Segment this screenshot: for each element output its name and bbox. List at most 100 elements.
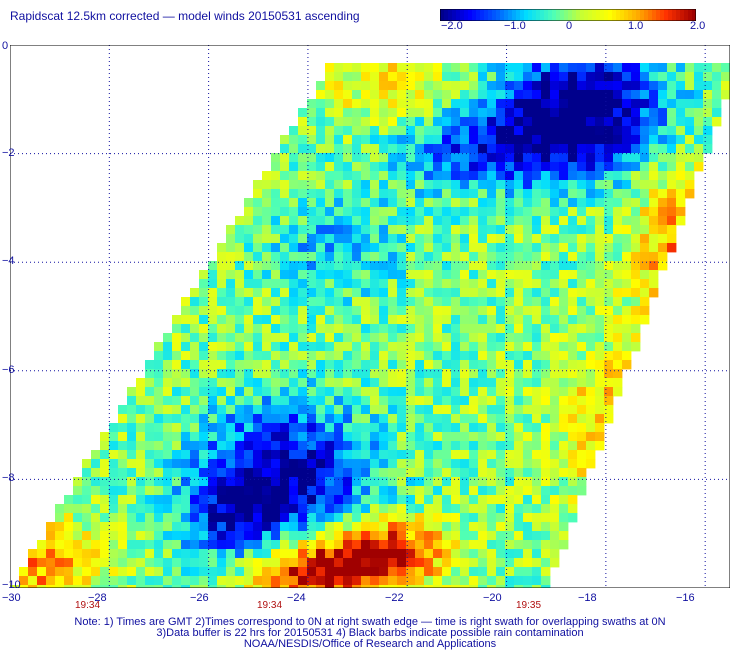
swath-cell <box>253 342 263 352</box>
swath-cell <box>577 288 587 298</box>
swath-cell <box>667 189 677 199</box>
swath-cell <box>325 405 335 415</box>
swath-cell <box>298 504 308 514</box>
swath-cell <box>190 369 200 379</box>
swath-cell <box>667 99 677 109</box>
swath-cell <box>343 342 353 352</box>
swath-cell <box>460 432 470 442</box>
swath-cell <box>595 360 605 370</box>
swath-cell <box>298 135 308 145</box>
swath-cell <box>343 81 353 91</box>
swath-cell <box>496 252 506 262</box>
swath-cell <box>298 288 308 298</box>
swath-cell <box>577 297 587 307</box>
swath-cell <box>595 324 605 334</box>
swath-cell <box>613 180 623 190</box>
swath-cell <box>469 378 479 388</box>
swath-cell <box>532 315 542 325</box>
swath-cell <box>415 414 425 424</box>
swath-cell <box>397 477 407 487</box>
swath-cell <box>640 135 650 145</box>
swath-cell <box>289 234 299 244</box>
swath-cell <box>550 414 560 424</box>
swath-cell <box>361 252 371 262</box>
swath-cell <box>334 558 344 568</box>
swath-cell <box>244 207 254 217</box>
swath-cell <box>469 504 479 514</box>
swath-cell <box>154 567 164 577</box>
swath-cell <box>325 198 335 208</box>
swath-cell <box>289 504 299 514</box>
swath-cell <box>496 288 506 298</box>
swath-cell <box>271 171 281 181</box>
swath-cell <box>550 243 560 253</box>
swath-cell <box>361 504 371 514</box>
swath-cell <box>316 252 326 262</box>
swath-cell <box>487 369 497 379</box>
swath-cell <box>433 126 443 136</box>
swath-cell <box>298 261 308 271</box>
swath-cell <box>307 315 317 325</box>
swath-cell <box>289 477 299 487</box>
swath-cell <box>271 378 281 388</box>
swath-cell <box>712 81 722 91</box>
swath-cell <box>550 432 560 442</box>
swath-cell <box>280 468 290 478</box>
swath-cell <box>181 342 191 352</box>
swath-cell <box>163 369 173 379</box>
swath-cell <box>280 333 290 343</box>
swath-cell <box>424 441 434 451</box>
swath-cell <box>514 207 524 217</box>
swath-cell <box>649 81 659 91</box>
swath-cell <box>397 171 407 181</box>
swath-cell <box>262 297 272 307</box>
swath-cell <box>550 72 560 82</box>
swath-cell <box>505 450 515 460</box>
swath-cell <box>712 108 722 118</box>
swath-cell <box>577 477 587 487</box>
swath-cell <box>595 432 605 442</box>
swath-cell <box>460 225 470 235</box>
swath-cell <box>595 144 605 154</box>
swath-cell <box>253 252 263 262</box>
swath-cell <box>73 522 83 532</box>
swath-cell <box>487 135 497 145</box>
swath-cell <box>406 567 416 577</box>
swath-cell <box>613 108 623 118</box>
swath-cell <box>235 585 245 588</box>
swath-cell <box>604 81 614 91</box>
swath-cell <box>163 585 173 588</box>
swath-cell <box>289 585 299 588</box>
swath-cell <box>298 459 308 469</box>
swath-cell <box>343 423 353 433</box>
swath-cell <box>244 288 254 298</box>
swath-cell <box>667 72 677 82</box>
swath-cell <box>604 135 614 145</box>
swath-cell <box>541 180 551 190</box>
swath-cell <box>532 225 542 235</box>
swath-cell <box>307 576 317 586</box>
swath-cell <box>568 63 578 73</box>
swath-cell <box>595 81 605 91</box>
swath-cell <box>451 576 461 586</box>
swath-cell <box>352 270 362 280</box>
swath-cell <box>541 450 551 460</box>
swath-cell <box>262 522 272 532</box>
swath-cell <box>244 216 254 226</box>
swath-cell <box>397 360 407 370</box>
swath-cell <box>334 576 344 586</box>
swath-cell <box>478 351 488 361</box>
swath-cell <box>352 432 362 442</box>
swath-cell <box>226 504 236 514</box>
swath-cell <box>73 495 83 505</box>
swath-cell <box>460 207 470 217</box>
swath-cell <box>433 171 443 181</box>
swath-cell <box>676 72 686 82</box>
swath-cell <box>361 153 371 163</box>
swath-cell <box>370 441 380 451</box>
swath-cell <box>235 531 245 541</box>
swath-cell <box>496 333 506 343</box>
swath-cell <box>451 351 461 361</box>
swath-cell <box>568 306 578 316</box>
swath-cell <box>334 351 344 361</box>
